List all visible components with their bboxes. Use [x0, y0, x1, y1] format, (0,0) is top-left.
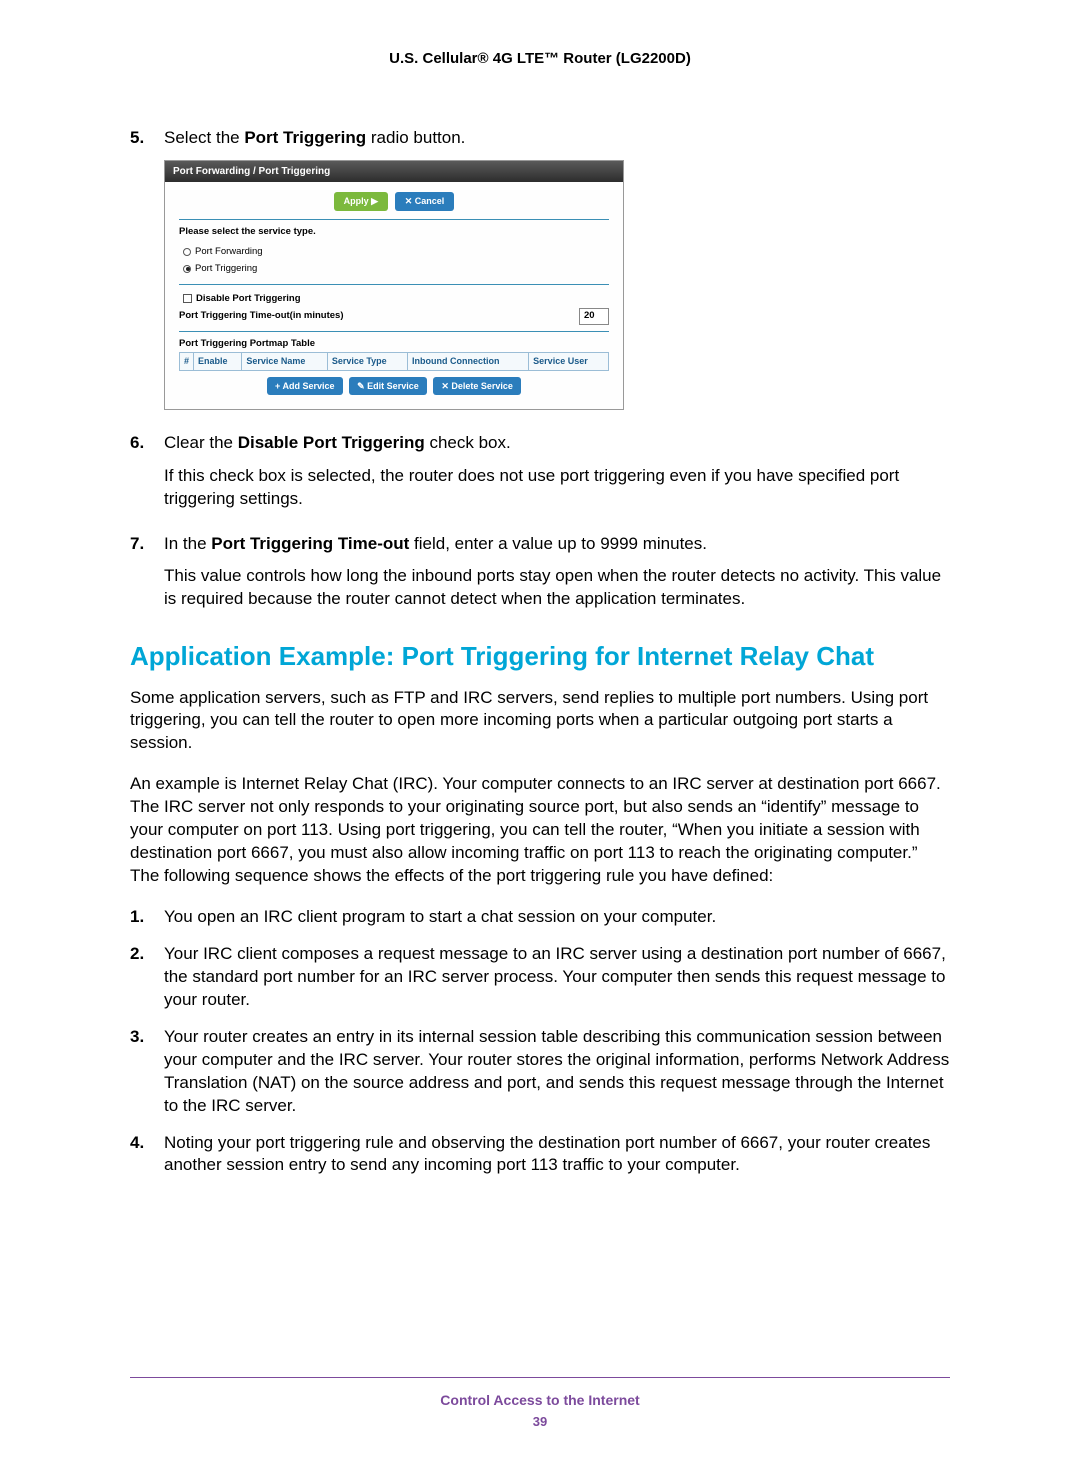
table-buttons: + Add Service ✎ Edit Service ✕ Delete Se…: [179, 377, 609, 395]
step-number: 3.: [130, 1026, 144, 1049]
step-number: 1.: [130, 906, 144, 929]
delete-service-button[interactable]: ✕ Delete Service: [433, 377, 521, 395]
step-6: 6. Clear the Disable Port Triggering che…: [130, 432, 950, 511]
timeout-input[interactable]: 20: [579, 308, 609, 325]
edit-service-button[interactable]: ✎ Edit Service: [349, 377, 427, 395]
step-text: Noting your port triggering rule and obs…: [164, 1133, 930, 1175]
col-hash: #: [180, 353, 194, 370]
step-text: You open an IRC client program to start …: [164, 907, 716, 926]
step-text: Your IRC client composes a request messa…: [164, 944, 946, 1009]
ordered-steps: 5. Select the Port Triggering radio butt…: [130, 127, 950, 611]
cancel-button[interactable]: ✕ Cancel: [395, 192, 455, 210]
footer-title: Control Access to the Internet: [130, 1392, 950, 1408]
radio-icon: [183, 265, 191, 273]
step-number: 5.: [130, 127, 144, 150]
panel-title: Port Forwarding / Port Triggering: [165, 161, 623, 183]
add-service-button[interactable]: + Add Service: [267, 377, 342, 395]
section-heading: Application Example: Port Triggering for…: [130, 641, 950, 672]
col-enable: Enable: [194, 353, 242, 370]
timeout-label: Port Triggering Time-out(in minutes): [179, 310, 344, 323]
radio-icon: [183, 248, 191, 256]
portmap-label: Port Triggering Portmap Table: [179, 338, 609, 351]
list-item: 4. Noting your port triggering rule and o…: [130, 1132, 950, 1178]
list-item: 2. Your IRC client composes a request mes…: [130, 943, 950, 1012]
radio-port-triggering[interactable]: Port Triggering: [179, 261, 609, 278]
col-service-type: Service Type: [327, 353, 407, 370]
service-type-label: Please select the service type.: [179, 226, 609, 239]
step-text: In the: [164, 534, 211, 553]
step-text: Clear the: [164, 433, 238, 452]
col-service-name: Service Name: [242, 353, 327, 370]
radio-port-forwarding[interactable]: Port Forwarding: [179, 244, 609, 261]
step-bold: Port Triggering: [244, 128, 366, 147]
router-ui-panel: Port Forwarding / Port Triggering Apply …: [164, 160, 624, 410]
example-steps: 1. You open an IRC client program to star…: [130, 906, 950, 1177]
checkbox-icon: [183, 294, 192, 303]
panel-buttons: Apply ▶ ✕ Cancel: [179, 192, 609, 210]
table-header-row: # Enable Service Name Service Type Inbou…: [180, 353, 609, 370]
step-text: field, enter a value up to 9999 minutes.: [409, 534, 707, 553]
step-paragraph: This value controls how long the inbound…: [164, 565, 950, 611]
step-paragraph: If this check box is selected, the route…: [164, 465, 950, 511]
step-5: 5. Select the Port Triggering radio butt…: [130, 127, 950, 410]
step-number: 6.: [130, 432, 144, 455]
step-text: Select the: [164, 128, 244, 147]
col-service-user: Service User: [529, 353, 609, 370]
step-text: Your router creates an entry in its inte…: [164, 1027, 949, 1115]
step-bold: Port Triggering Time-out: [211, 534, 409, 553]
apply-button[interactable]: Apply ▶: [334, 192, 388, 210]
disable-checkbox-row[interactable]: Disable Port Triggering: [179, 291, 609, 308]
step-bold: Disable Port Triggering: [238, 433, 425, 452]
footer-page-number: 39: [130, 1414, 950, 1429]
step-text: check box.: [425, 433, 511, 452]
body-paragraph: An example is Internet Relay Chat (IRC).…: [130, 773, 950, 888]
page-footer: Control Access to the Internet 39: [130, 1377, 950, 1429]
list-item: 3. Your router creates an entry in its in…: [130, 1026, 950, 1118]
list-item: 1. You open an IRC client program to star…: [130, 906, 950, 929]
step-number: 4.: [130, 1132, 144, 1155]
step-number: 7.: [130, 533, 144, 556]
timeout-row: Port Triggering Time-out(in minutes) 20: [179, 308, 609, 325]
portmap-table: # Enable Service Name Service Type Inbou…: [179, 352, 609, 370]
step-7: 7. In the Port Triggering Time-out field…: [130, 533, 950, 612]
step-text: radio button.: [366, 128, 465, 147]
page-header: U.S. Cellular® 4G LTE™ Router (LG2200D): [130, 50, 950, 67]
body-paragraph: Some application servers, such as FTP an…: [130, 687, 950, 756]
step-number: 2.: [130, 943, 144, 966]
col-inbound: Inbound Connection: [408, 353, 529, 370]
